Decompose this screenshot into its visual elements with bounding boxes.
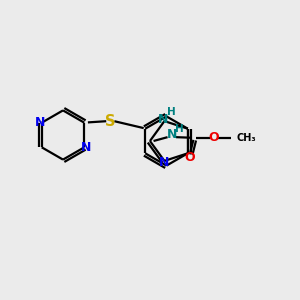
Text: H: H	[175, 124, 184, 134]
Text: N: N	[81, 141, 91, 154]
Text: O: O	[184, 152, 195, 164]
Text: O: O	[209, 131, 220, 144]
Text: CH₃: CH₃	[237, 133, 256, 143]
Text: S: S	[105, 114, 116, 129]
Text: N: N	[158, 113, 168, 126]
Text: H: H	[167, 107, 176, 117]
Text: N: N	[159, 156, 170, 169]
Text: N: N	[167, 128, 177, 141]
Text: N: N	[35, 116, 45, 129]
